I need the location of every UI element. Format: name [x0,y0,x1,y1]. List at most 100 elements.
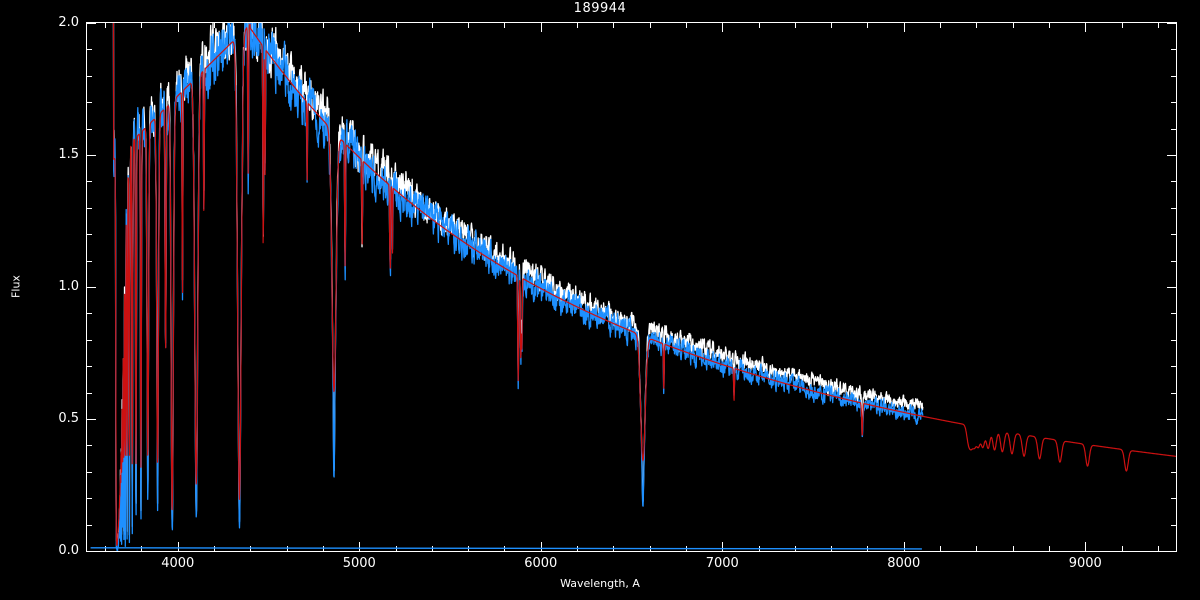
y-major-tick [1167,23,1176,24]
x-minor-tick [141,23,142,28]
model-spectrum-red [112,23,1176,546]
x-minor-tick [976,546,977,551]
x-tick-label: 5000 [342,556,376,571]
x-minor-tick [1013,23,1014,28]
y-major-tick [1167,551,1176,552]
spectrum-curves [90,23,1176,551]
x-minor-tick [504,23,505,28]
x-minor-tick [214,23,215,28]
x-tick-label: 8000 [887,556,921,571]
y-minor-tick [87,261,92,262]
y-minor-tick [1171,313,1176,314]
x-minor-tick [1049,23,1050,28]
y-minor-tick [1171,181,1176,182]
x-minor-tick [323,23,324,28]
y-tick-label: 1.5 [58,147,79,162]
y-minor-tick [1171,129,1176,130]
y-minor-tick [1171,340,1176,341]
observed-error-baseline [90,547,922,550]
y-minor-tick [87,340,92,341]
chart-title: 189944 [573,1,627,16]
x-minor-tick [1158,23,1159,28]
y-minor-tick [1171,393,1176,394]
x-minor-tick [759,23,760,28]
y-minor-tick [1171,76,1176,77]
y-minor-tick [1171,49,1176,50]
x-minor-tick [867,23,868,28]
x-minor-tick [1122,546,1123,551]
y-minor-tick [1171,445,1176,446]
y-minor-tick [87,472,92,473]
y-tick-label: 0.5 [58,411,79,426]
y-minor-tick [87,234,92,235]
y-minor-tick [87,445,92,446]
y-axis-title: Flux [9,275,23,298]
y-minor-tick [87,498,92,499]
x-minor-tick [396,23,397,28]
y-minor-tick [87,208,92,209]
y-minor-tick [87,102,92,103]
x-major-tick [178,23,179,32]
x-minor-tick [432,23,433,28]
x-major-tick [722,542,723,551]
x-minor-tick [940,546,941,551]
y-major-tick [87,551,96,552]
y-minor-tick [87,129,92,130]
x-minor-tick [795,23,796,28]
x-minor-tick [940,23,941,28]
y-minor-tick [1171,525,1176,526]
y-minor-tick [1171,498,1176,499]
x-major-tick [904,23,905,32]
y-minor-tick [1171,208,1176,209]
x-major-tick [178,542,179,551]
y-minor-tick [87,76,92,77]
x-minor-tick [577,23,578,28]
x-minor-tick [686,23,687,28]
y-major-tick [1167,287,1176,288]
y-minor-tick [87,525,92,526]
x-minor-tick [613,23,614,28]
plot-area [87,23,1176,551]
x-tick-label: 9000 [1068,556,1102,571]
y-major-tick [87,287,96,288]
x-minor-tick [831,23,832,28]
observed-spectrum-white [112,23,924,543]
y-major-tick [87,23,96,24]
x-minor-tick [1158,546,1159,551]
x-major-tick [359,542,360,551]
y-minor-tick [1171,366,1176,367]
x-major-tick [359,23,360,32]
y-minor-tick [1171,102,1176,103]
x-major-tick [541,23,542,32]
x-major-tick [1085,23,1086,32]
plot-frame [86,22,1177,552]
x-minor-tick [1013,546,1014,551]
x-axis-title: Wavelength, A [560,577,640,590]
y-minor-tick [1171,472,1176,473]
x-tick-label: 6000 [524,556,558,571]
x-minor-tick [468,23,469,28]
y-minor-tick [87,49,92,50]
x-minor-tick [1049,546,1050,551]
x-major-tick [541,542,542,551]
y-tick-label: 1.0 [58,279,79,294]
y-tick-label: 0.0 [58,543,79,558]
y-major-tick [1167,419,1176,420]
x-minor-tick [1122,23,1123,28]
x-major-tick [1085,542,1086,551]
y-major-tick [1167,155,1176,156]
y-major-tick [87,419,96,420]
y-minor-tick [1171,261,1176,262]
x-tick-label: 7000 [705,556,739,571]
x-minor-tick [650,23,651,28]
x-minor-tick [976,23,977,28]
x-major-tick [904,542,905,551]
observed-spectrum-blue [112,23,924,551]
y-minor-tick [87,393,92,394]
y-minor-tick [87,366,92,367]
x-major-tick [722,23,723,32]
x-tick-label: 4000 [161,556,195,571]
y-minor-tick [1171,234,1176,235]
y-minor-tick [87,313,92,314]
